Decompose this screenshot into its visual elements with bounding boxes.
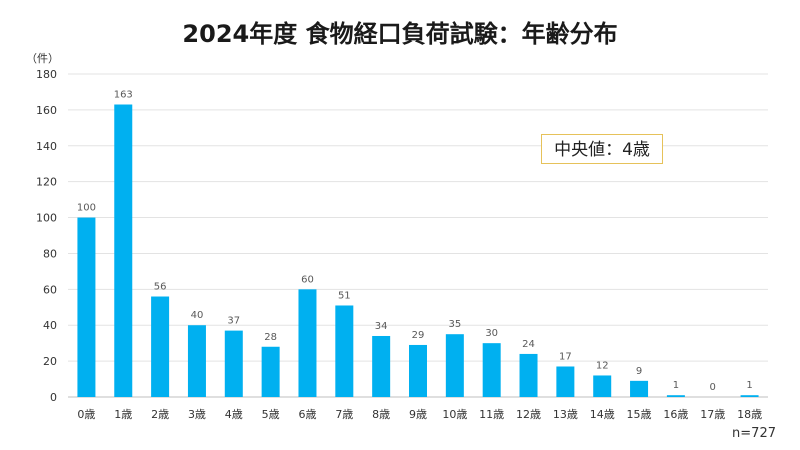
bar (298, 289, 317, 397)
median-annotation: 中央値：4歳 (541, 134, 663, 164)
data-label: 163 (114, 90, 133, 101)
bar (519, 353, 538, 397)
bar (593, 375, 612, 397)
x-tick-label: 11歳 (479, 408, 504, 421)
y-tick-label: 0 (50, 391, 57, 404)
data-label: 40 (191, 310, 204, 321)
bar (372, 335, 391, 397)
y-tick-label: 140 (36, 140, 57, 153)
data-label: 37 (227, 316, 240, 327)
x-tick-label: 4歳 (225, 408, 243, 421)
y-axis-label: （件） (26, 52, 59, 65)
sample-size-note: n=727 (732, 426, 776, 441)
bar (187, 325, 206, 397)
data-label: 30 (485, 328, 498, 339)
data-label: 56 (154, 282, 167, 293)
y-tick-label: 60 (43, 283, 57, 296)
data-label: 9 (636, 366, 642, 377)
bar (77, 217, 96, 397)
data-label: 1 (673, 380, 679, 391)
data-label: 35 (448, 319, 461, 330)
x-tick-label: 14歳 (590, 408, 615, 421)
data-label: 1 (746, 380, 752, 391)
data-label: 34 (375, 321, 388, 332)
data-label: 0 (710, 382, 716, 393)
data-label: 29 (412, 330, 425, 341)
bar (409, 344, 427, 397)
bar (261, 346, 280, 397)
x-tick-label: 5歳 (262, 408, 280, 421)
x-tick-label: 17歳 (700, 408, 725, 421)
y-tick-label: 100 (36, 212, 57, 225)
y-tick-label: 160 (36, 104, 57, 117)
data-label: 28 (264, 332, 277, 343)
x-tick-label: 6歳 (298, 408, 316, 421)
x-tick-label: 9歳 (409, 408, 427, 421)
bar (740, 395, 759, 397)
y-tick-label: 180 (36, 68, 57, 81)
y-tick-label: 20 (43, 355, 57, 368)
x-tick-label: 2歳 (151, 408, 169, 421)
x-tick-label: 15歳 (627, 408, 652, 421)
bar (335, 305, 354, 397)
x-tick-label: 8歳 (372, 408, 390, 421)
data-label: 100 (77, 203, 96, 214)
x-tick-label: 18歳 (737, 408, 762, 421)
y-tick-label: 120 (36, 176, 57, 189)
x-tick-label: 10歳 (442, 408, 467, 421)
x-tick-label: 1歳 (114, 408, 132, 421)
x-tick-label: 12歳 (516, 408, 541, 421)
bar (556, 366, 575, 397)
bar (445, 334, 464, 397)
chart-title: 2024年度 食物経口負荷試験：年齢分布 (182, 20, 618, 48)
data-label: 17 (559, 351, 572, 362)
bar (114, 104, 133, 397)
x-tick-label: 7歳 (335, 408, 353, 421)
bar (151, 296, 170, 397)
x-tick-label: 16歳 (663, 408, 688, 421)
bar (666, 395, 685, 397)
x-tick-label: 13歳 (553, 408, 578, 421)
bar (630, 380, 649, 397)
data-label: 24 (522, 339, 535, 350)
bar (224, 330, 243, 397)
data-label: 51 (338, 290, 351, 301)
y-tick-label: 40 (43, 319, 57, 332)
x-tick-label: 0歳 (77, 408, 95, 421)
data-label: 60 (301, 274, 314, 285)
data-label: 12 (596, 360, 609, 371)
y-tick-label: 80 (43, 247, 57, 260)
x-tick-label: 3歳 (188, 408, 206, 421)
bar (482, 343, 501, 397)
